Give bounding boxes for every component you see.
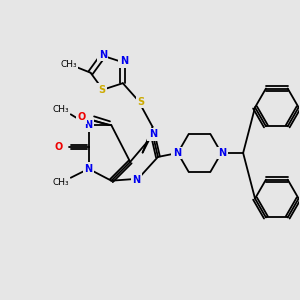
Text: N: N bbox=[173, 148, 181, 158]
Text: N: N bbox=[85, 120, 93, 130]
Text: S: S bbox=[98, 85, 105, 95]
Text: O: O bbox=[55, 142, 63, 152]
Text: N: N bbox=[85, 164, 93, 174]
Text: N: N bbox=[120, 56, 128, 66]
Text: CH₃: CH₃ bbox=[52, 105, 69, 114]
Text: N: N bbox=[218, 148, 226, 158]
Text: CH₃: CH₃ bbox=[52, 178, 69, 187]
Text: N: N bbox=[149, 129, 157, 139]
Text: N: N bbox=[99, 50, 107, 60]
Text: O: O bbox=[77, 112, 86, 122]
Text: CH₃: CH₃ bbox=[60, 60, 77, 69]
Text: N: N bbox=[132, 175, 140, 185]
Text: S: S bbox=[137, 97, 144, 107]
